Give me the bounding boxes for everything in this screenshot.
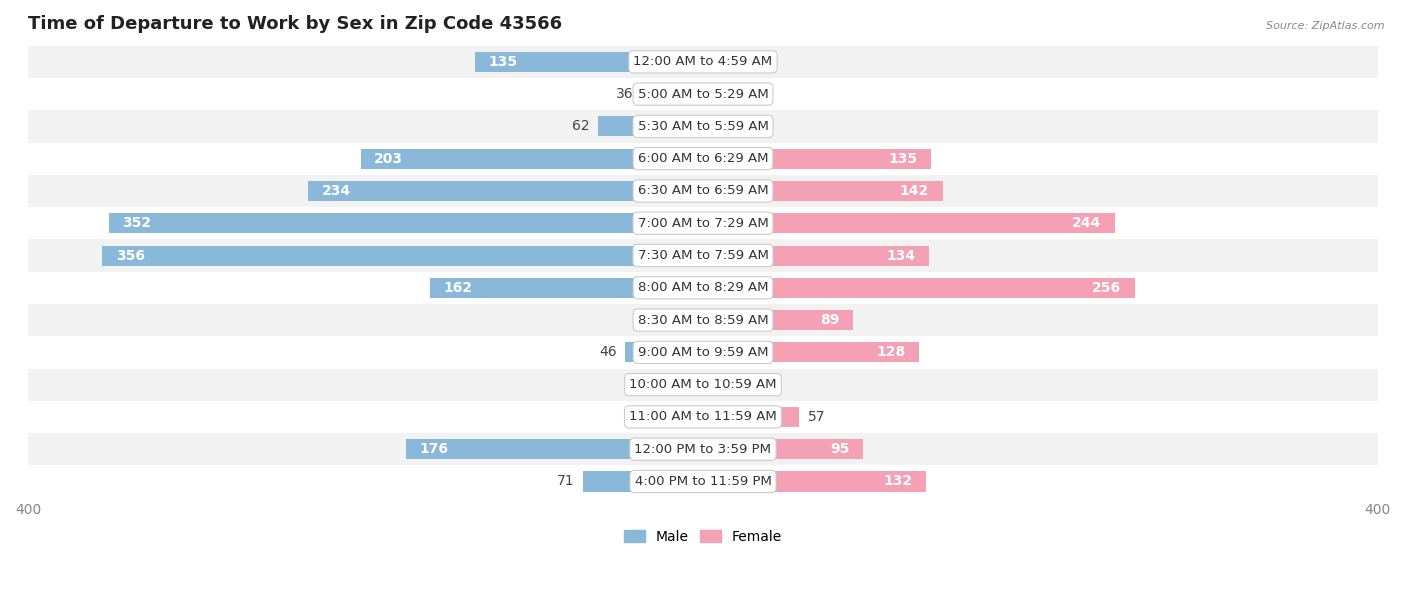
Text: 256: 256 [1092,281,1122,295]
Bar [703,407,799,427]
Bar [703,213,1115,233]
Bar [643,84,703,104]
Text: 5:00 AM to 5:29 AM: 5:00 AM to 5:29 AM [638,87,768,101]
Bar [406,439,703,459]
Bar [475,52,703,72]
Bar [28,368,1378,401]
Text: 46: 46 [599,345,617,359]
Text: 234: 234 [322,184,352,198]
Bar [28,143,1378,175]
Text: 57: 57 [807,410,825,424]
Bar [28,304,1378,336]
Text: 0: 0 [711,55,720,69]
Bar [28,110,1378,143]
Bar [110,213,703,233]
Bar [360,149,703,168]
Text: 352: 352 [122,216,152,230]
Text: 356: 356 [115,249,145,262]
Text: 9:00 AM to 9:59 AM: 9:00 AM to 9:59 AM [638,346,768,359]
Bar [430,278,703,298]
Text: 203: 203 [374,152,404,165]
Bar [28,465,1378,497]
Text: 7:00 AM to 7:29 AM: 7:00 AM to 7:29 AM [638,217,768,230]
Bar [28,272,1378,304]
Bar [599,117,703,136]
Bar [308,181,703,201]
Text: 128: 128 [876,345,905,359]
Text: 135: 135 [889,152,917,165]
Bar [28,78,1378,110]
Text: 95: 95 [831,442,849,456]
Bar [103,246,703,265]
Bar [703,181,942,201]
Bar [626,342,703,362]
Bar [28,207,1378,239]
Text: 6:00 AM to 6:29 AM: 6:00 AM to 6:29 AM [638,152,768,165]
Text: 11: 11 [730,87,748,101]
Text: 13: 13 [655,378,672,392]
Text: 5:30 AM to 5:59 AM: 5:30 AM to 5:59 AM [637,120,769,133]
Bar [679,310,703,330]
Text: 32: 32 [765,378,783,392]
Text: 10:00 AM to 10:59 AM: 10:00 AM to 10:59 AM [630,378,776,391]
Text: 14: 14 [654,313,671,327]
Text: 22: 22 [748,120,766,133]
Legend: Male, Female: Male, Female [619,524,787,549]
Bar [703,278,1135,298]
Bar [703,439,863,459]
Text: 12:00 AM to 4:59 AM: 12:00 AM to 4:59 AM [634,55,772,68]
Bar [28,175,1378,207]
Bar [703,310,853,330]
Text: 135: 135 [489,55,517,69]
Text: 8:30 AM to 8:59 AM: 8:30 AM to 8:59 AM [638,314,768,327]
Text: 62: 62 [572,120,591,133]
Text: 11:00 AM to 11:59 AM: 11:00 AM to 11:59 AM [628,411,778,424]
Text: 132: 132 [883,474,912,488]
Text: 162: 162 [443,281,472,295]
Text: 4:00 PM to 11:59 PM: 4:00 PM to 11:59 PM [634,475,772,488]
Bar [583,471,703,491]
Bar [681,375,703,394]
Bar [28,336,1378,368]
Bar [703,471,925,491]
Text: 6:30 AM to 6:59 AM: 6:30 AM to 6:59 AM [638,184,768,198]
Text: 12: 12 [657,410,675,424]
Text: 12:00 PM to 3:59 PM: 12:00 PM to 3:59 PM [634,443,772,456]
Bar [28,401,1378,433]
Text: 36: 36 [616,87,634,101]
Text: 89: 89 [820,313,839,327]
Bar [28,46,1378,78]
Bar [703,84,721,104]
Bar [703,149,931,168]
Bar [683,407,703,427]
Text: Time of Departure to Work by Sex in Zip Code 43566: Time of Departure to Work by Sex in Zip … [28,15,562,33]
Bar [703,342,920,362]
Text: 176: 176 [419,442,449,456]
Text: 142: 142 [900,184,929,198]
Bar [703,246,929,265]
Text: Source: ZipAtlas.com: Source: ZipAtlas.com [1267,21,1385,31]
Text: 244: 244 [1071,216,1101,230]
Bar [703,117,740,136]
Text: 8:00 AM to 8:29 AM: 8:00 AM to 8:29 AM [638,281,768,295]
Bar [703,375,756,394]
Text: 134: 134 [886,249,915,262]
Text: 71: 71 [557,474,575,488]
Bar [28,433,1378,465]
Bar [28,239,1378,272]
Text: 7:30 AM to 7:59 AM: 7:30 AM to 7:59 AM [637,249,769,262]
